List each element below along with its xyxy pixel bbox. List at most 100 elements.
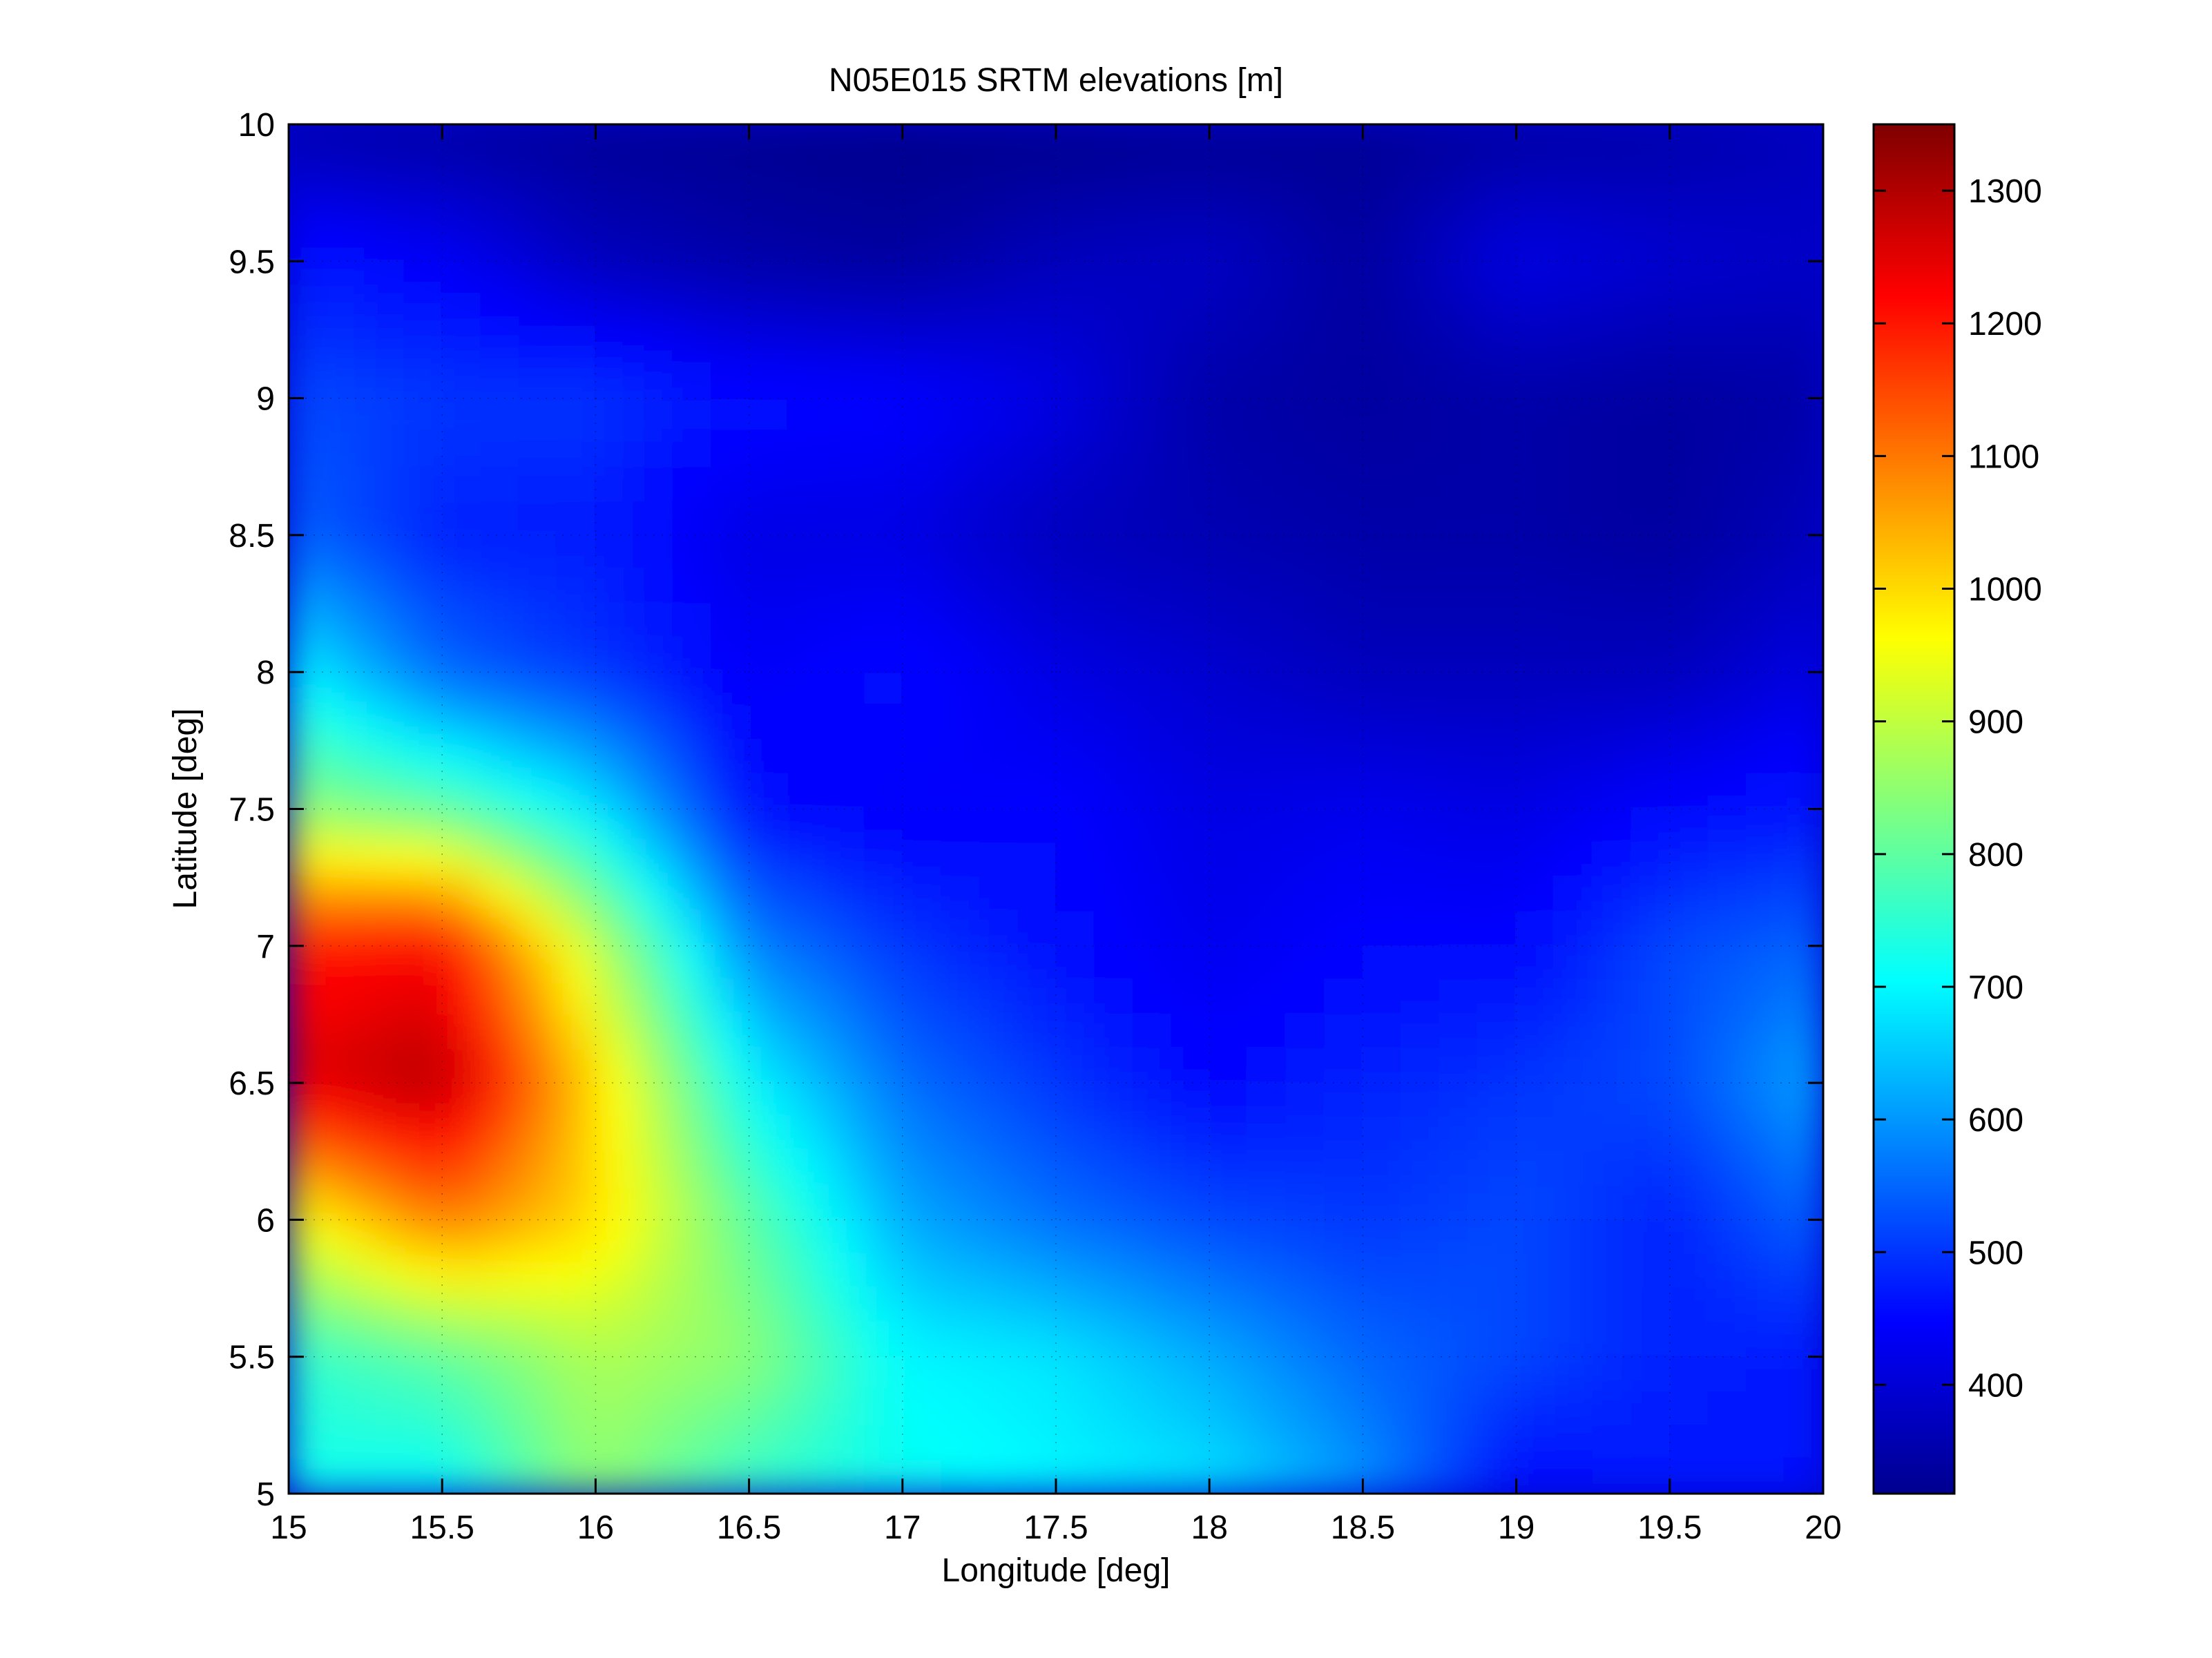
heatmap-cell bbox=[1323, 945, 1364, 981]
heatmap-cell bbox=[863, 1424, 903, 1461]
heatmap-cell bbox=[1285, 1287, 1325, 1324]
heatmap-cell bbox=[671, 876, 712, 913]
heatmap-cell bbox=[1745, 1390, 1786, 1426]
heatmap-cell bbox=[1323, 1150, 1364, 1186]
heatmap-cell bbox=[556, 979, 597, 1015]
heatmap-cell bbox=[1784, 568, 1823, 605]
heatmap-cell bbox=[1170, 876, 1211, 913]
heatmap-cell bbox=[1784, 1150, 1823, 1186]
heatmap-cell bbox=[633, 740, 673, 775]
heatmap-cell bbox=[1631, 842, 1671, 878]
heatmap-cell bbox=[1439, 1219, 1479, 1255]
heatmap-cell bbox=[326, 1048, 367, 1084]
heatmap-cell bbox=[978, 1116, 1019, 1153]
heatmap-cell bbox=[825, 226, 865, 262]
heatmap-cell bbox=[748, 294, 789, 331]
heatmap-cell bbox=[1592, 1013, 1633, 1050]
heatmap-cell bbox=[556, 1184, 597, 1221]
heatmap-cell bbox=[1745, 1356, 1786, 1392]
heatmap-cell bbox=[289, 534, 328, 570]
heatmap-cell bbox=[1170, 1322, 1211, 1358]
heatmap-cell bbox=[326, 534, 367, 570]
heatmap-cell bbox=[710, 842, 750, 878]
heatmap-cell bbox=[1400, 1322, 1441, 1358]
heatmap-cell bbox=[1477, 1424, 1517, 1461]
heatmap-cell bbox=[748, 911, 789, 947]
heatmap-cell bbox=[1093, 568, 1134, 605]
heatmap-cell bbox=[1477, 157, 1517, 194]
heatmap-cell bbox=[1668, 157, 1709, 194]
heatmap-cell bbox=[479, 1390, 520, 1426]
heatmap-cell bbox=[1784, 979, 1823, 1015]
heatmap-cell bbox=[1668, 705, 1709, 742]
heatmap-cell bbox=[1132, 568, 1172, 605]
heatmap-cell bbox=[1170, 1424, 1211, 1461]
heatmap-cell bbox=[1209, 911, 1249, 947]
heatmap-cell bbox=[1784, 397, 1823, 434]
heatmap-cell bbox=[787, 671, 827, 707]
heatmap-cell bbox=[1784, 1082, 1823, 1118]
heatmap-cell bbox=[1554, 1322, 1594, 1358]
heatmap-cell bbox=[901, 1424, 942, 1461]
heatmap-cell bbox=[1554, 911, 1594, 947]
heatmap-cell bbox=[1132, 740, 1172, 775]
heatmap-cell bbox=[1132, 911, 1172, 947]
heatmap-cell bbox=[633, 294, 673, 331]
heatmap-cell bbox=[1477, 1184, 1517, 1221]
heatmap-cell bbox=[1400, 1082, 1441, 1118]
heatmap-cell bbox=[1017, 1458, 1057, 1494]
heatmap-cell bbox=[863, 1390, 903, 1426]
heatmap-cell bbox=[1631, 603, 1671, 639]
heatmap-cell bbox=[441, 1184, 481, 1221]
heatmap-cell bbox=[748, 842, 789, 878]
heatmap-cell bbox=[479, 1048, 520, 1084]
heatmap-cell bbox=[1400, 568, 1441, 605]
heatmap-cell bbox=[1515, 979, 1556, 1015]
heatmap-cell bbox=[1668, 1013, 1709, 1050]
heatmap-cell bbox=[1515, 842, 1556, 878]
heatmap-cell bbox=[901, 1390, 942, 1426]
heatmap-cell bbox=[633, 1253, 673, 1289]
heatmap-cell bbox=[1323, 124, 1364, 160]
heatmap-cell bbox=[1362, 1322, 1402, 1358]
heatmap-cell bbox=[1515, 808, 1556, 845]
heatmap-cell bbox=[787, 773, 827, 810]
heatmap-cell bbox=[518, 603, 558, 639]
heatmap-cell bbox=[1745, 157, 1786, 194]
heatmap-cell bbox=[1017, 294, 1057, 331]
heatmap-cell bbox=[403, 568, 443, 605]
heatmap-cell bbox=[556, 911, 597, 947]
heatmap-cell bbox=[1055, 945, 1095, 981]
heatmap-cell bbox=[1515, 1150, 1556, 1186]
heatmap-cell bbox=[1477, 773, 1517, 810]
heatmap-cell bbox=[1247, 192, 1287, 228]
heatmap-cell bbox=[1631, 876, 1671, 913]
heatmap-cell bbox=[403, 637, 443, 673]
colorbar-gradient bbox=[1874, 124, 1954, 1494]
heatmap-cell bbox=[403, 1013, 443, 1050]
heatmap-cell bbox=[710, 1219, 750, 1255]
heatmap-cell bbox=[1093, 1048, 1134, 1084]
heatmap-cell bbox=[1209, 534, 1249, 570]
heatmap-cell bbox=[1631, 465, 1671, 502]
heatmap-cell bbox=[863, 979, 903, 1015]
heatmap-cell bbox=[633, 157, 673, 194]
heatmap-cell bbox=[1170, 1253, 1211, 1289]
heatmap-cell bbox=[479, 773, 520, 810]
heatmap-cell bbox=[403, 1082, 443, 1118]
heatmap-cell bbox=[978, 157, 1019, 194]
heatmap-cell bbox=[1055, 876, 1095, 913]
heatmap-cell bbox=[863, 294, 903, 331]
heatmap-cell bbox=[1745, 1150, 1786, 1186]
heatmap-cell bbox=[1477, 808, 1517, 845]
heatmap-cell bbox=[1745, 740, 1786, 775]
heatmap-cell bbox=[825, 157, 865, 194]
heatmap-cell bbox=[1439, 1390, 1479, 1426]
heatmap-cell bbox=[633, 705, 673, 742]
heatmap-cell bbox=[1093, 157, 1134, 194]
heatmap-cell bbox=[1477, 637, 1517, 673]
heatmap-cell bbox=[1017, 1356, 1057, 1392]
heatmap-cell bbox=[863, 534, 903, 570]
heatmap-cell bbox=[1592, 1458, 1633, 1494]
heatmap-cell bbox=[1439, 1253, 1479, 1289]
